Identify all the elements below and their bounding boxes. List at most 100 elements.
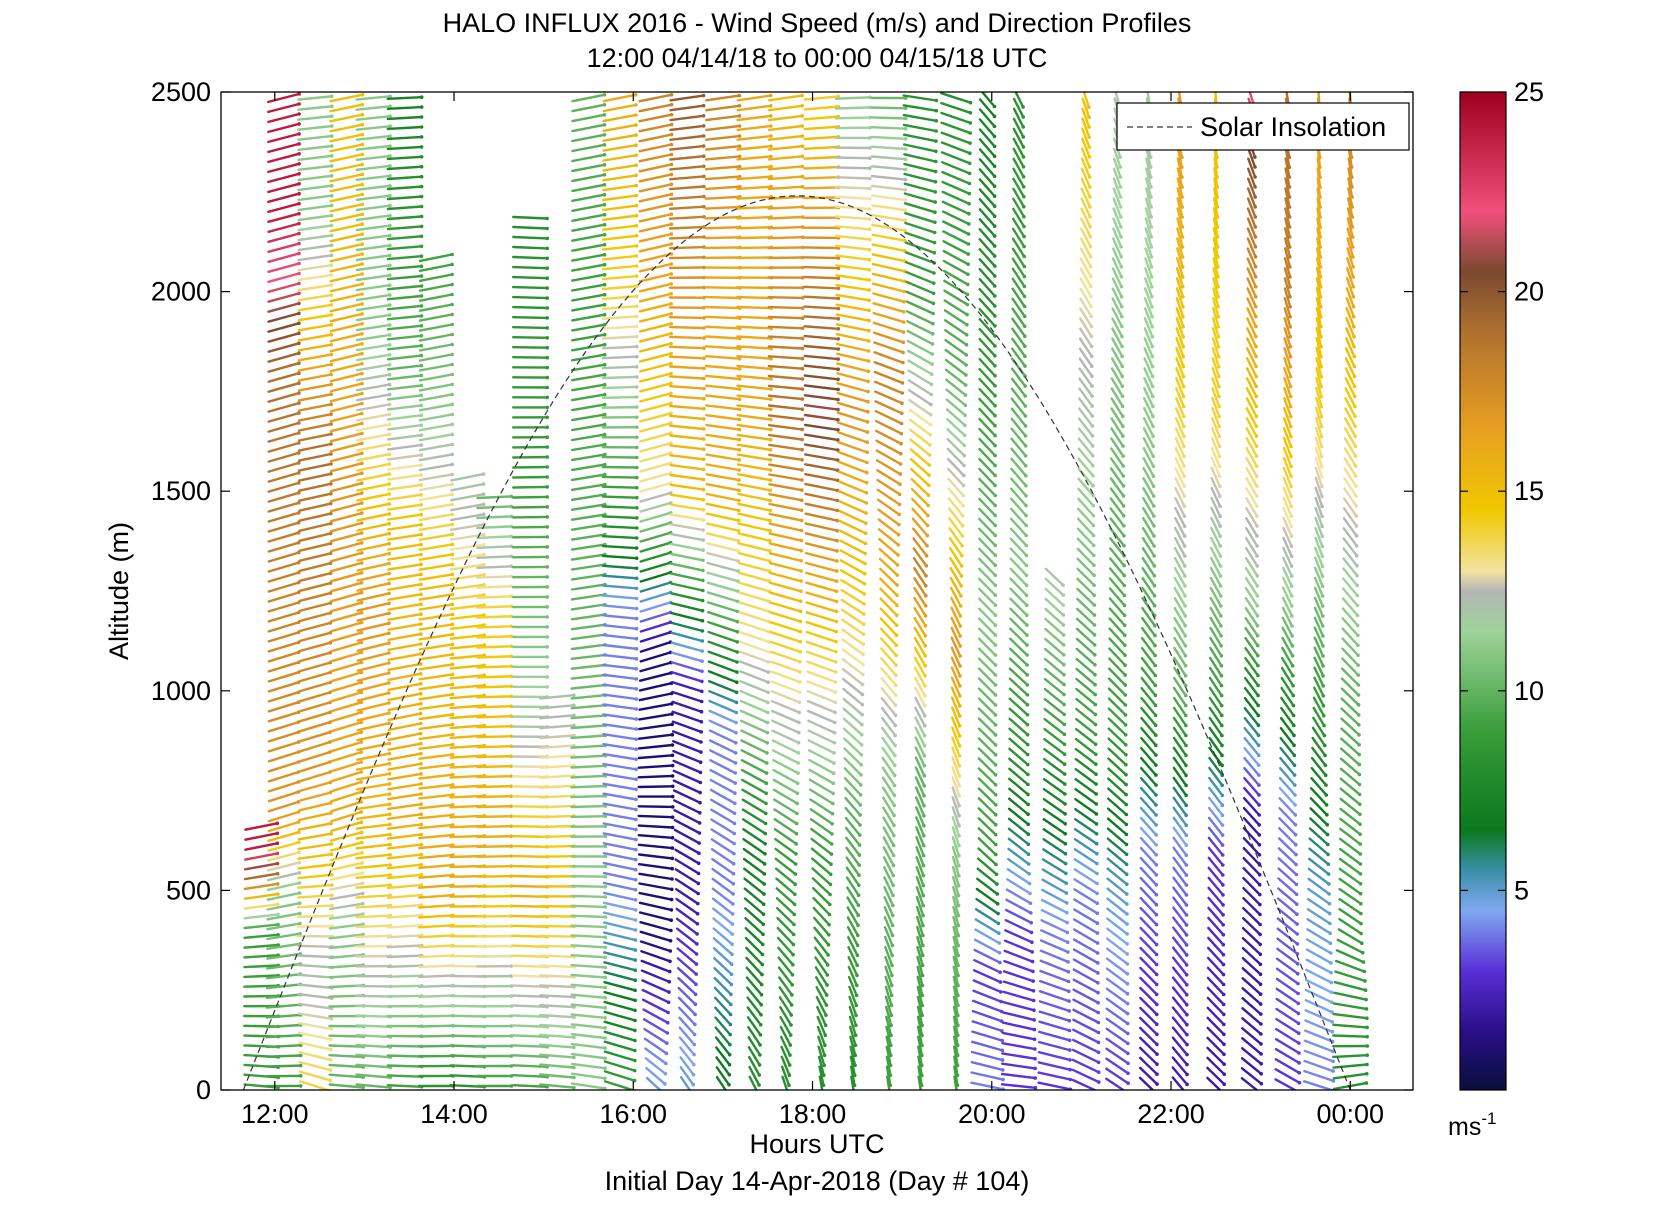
wind-barb (639, 911, 673, 922)
wind-barb (639, 402, 673, 413)
wind-barb-head (1062, 772, 1067, 776)
wind-barb-head (1061, 583, 1065, 587)
wind-barb (643, 1037, 668, 1055)
wind-barb (570, 653, 607, 660)
wind-barb (873, 370, 904, 385)
wind-barb (915, 796, 926, 817)
wind-barb (836, 391, 870, 403)
wind-barb (297, 283, 333, 292)
wind-barb-head (545, 365, 549, 370)
wind-barb-head (827, 922, 831, 927)
wind-barb (834, 185, 871, 190)
wind-barb (873, 361, 904, 374)
wind-barb (768, 463, 804, 472)
wind-barb-head (923, 624, 928, 628)
wind-barb (775, 897, 796, 916)
wind-barb (644, 1047, 668, 1065)
wind-barb (882, 826, 895, 847)
wind-barb (267, 132, 301, 144)
wind-barb-head (602, 312, 607, 317)
wind-barb (298, 581, 332, 593)
wind-barb-head (996, 911, 1000, 916)
wind-barb-head (867, 247, 872, 252)
wind-barb-head (890, 943, 895, 948)
wind-barb (674, 878, 700, 895)
wind-barb-head (831, 781, 836, 786)
wind-barb-head (602, 392, 607, 397)
wind-barb (571, 293, 606, 302)
wind-barb-head (329, 442, 333, 446)
wind-barb (418, 773, 454, 780)
wind-barb (1071, 1078, 1098, 1090)
wind-barb-head (833, 670, 838, 674)
wind-barb (1076, 517, 1095, 537)
wind-barb-head (791, 942, 796, 947)
wind-barb (885, 1005, 893, 1027)
wind-barb-head (921, 843, 926, 848)
wind-barb (571, 363, 606, 372)
wind-barb-head (450, 422, 455, 427)
wind-barb-head (419, 353, 424, 358)
wind-barb (881, 786, 896, 807)
wind-barb-head (854, 1023, 858, 1028)
wind-barb-head (360, 162, 365, 167)
wind-barb (1011, 257, 1026, 278)
wind-barb (355, 383, 391, 392)
wind-barb-head (669, 122, 674, 127)
wind-barb-head (634, 677, 639, 681)
wind-barb (952, 905, 960, 927)
wind-barb-head (1022, 294, 1027, 299)
wind-barb-head (1026, 772, 1030, 777)
wind-barb-head (824, 993, 829, 997)
wind-barb (512, 235, 549, 240)
wind-barb-head (900, 381, 905, 385)
wind-barb (328, 923, 365, 930)
wind-barb (940, 121, 972, 135)
wind-barb-head (1093, 702, 1098, 707)
wind-barb (1109, 487, 1125, 508)
wind-barb-head (329, 521, 333, 526)
wind-barb-head (635, 425, 639, 430)
wind-barb-head (388, 114, 392, 118)
wind-barb (767, 185, 804, 191)
wind-barb (803, 413, 840, 421)
wind-barb (844, 826, 861, 847)
wind-barb (539, 1083, 575, 1089)
wind-barb (739, 670, 770, 684)
wind-barb (1071, 1038, 1100, 1054)
wind-barb (769, 601, 802, 613)
wind-barb (978, 467, 997, 487)
wind-barb (915, 896, 925, 917)
wind-barb (978, 537, 997, 557)
wind-barb (1011, 307, 1026, 328)
wind-barb (835, 264, 871, 271)
wind-barb-head (1032, 1027, 1037, 1032)
wind-barb (745, 946, 764, 966)
wind-barb (709, 778, 737, 795)
wind-barb (1111, 307, 1124, 328)
wind-barb (705, 512, 740, 522)
wind-barb-head (796, 740, 801, 745)
wind-barb (418, 833, 455, 840)
wind-barb (1010, 397, 1027, 418)
wind-barb (1076, 547, 1096, 567)
wind-barb-head (920, 993, 925, 998)
wind-barb-head (956, 993, 960, 998)
wind-barb (356, 393, 391, 402)
wind-barb-head (1089, 344, 1094, 349)
wind-barb-head (1093, 732, 1098, 737)
wind-barb-head (419, 95, 424, 99)
wind-barb (803, 105, 840, 111)
wind-barb (476, 765, 513, 769)
wind-barb (539, 764, 576, 769)
wind-barb-head (930, 342, 935, 346)
wind-barb (775, 877, 797, 896)
wind-barb (418, 513, 454, 522)
wind-barb-head (993, 783, 998, 787)
wind-barb (1041, 878, 1068, 895)
wind-barb-head (360, 172, 365, 177)
wind-barb (386, 1064, 423, 1068)
wind-barb-head (297, 901, 302, 905)
wind-barb (978, 617, 997, 637)
wind-barb-head (329, 452, 333, 456)
